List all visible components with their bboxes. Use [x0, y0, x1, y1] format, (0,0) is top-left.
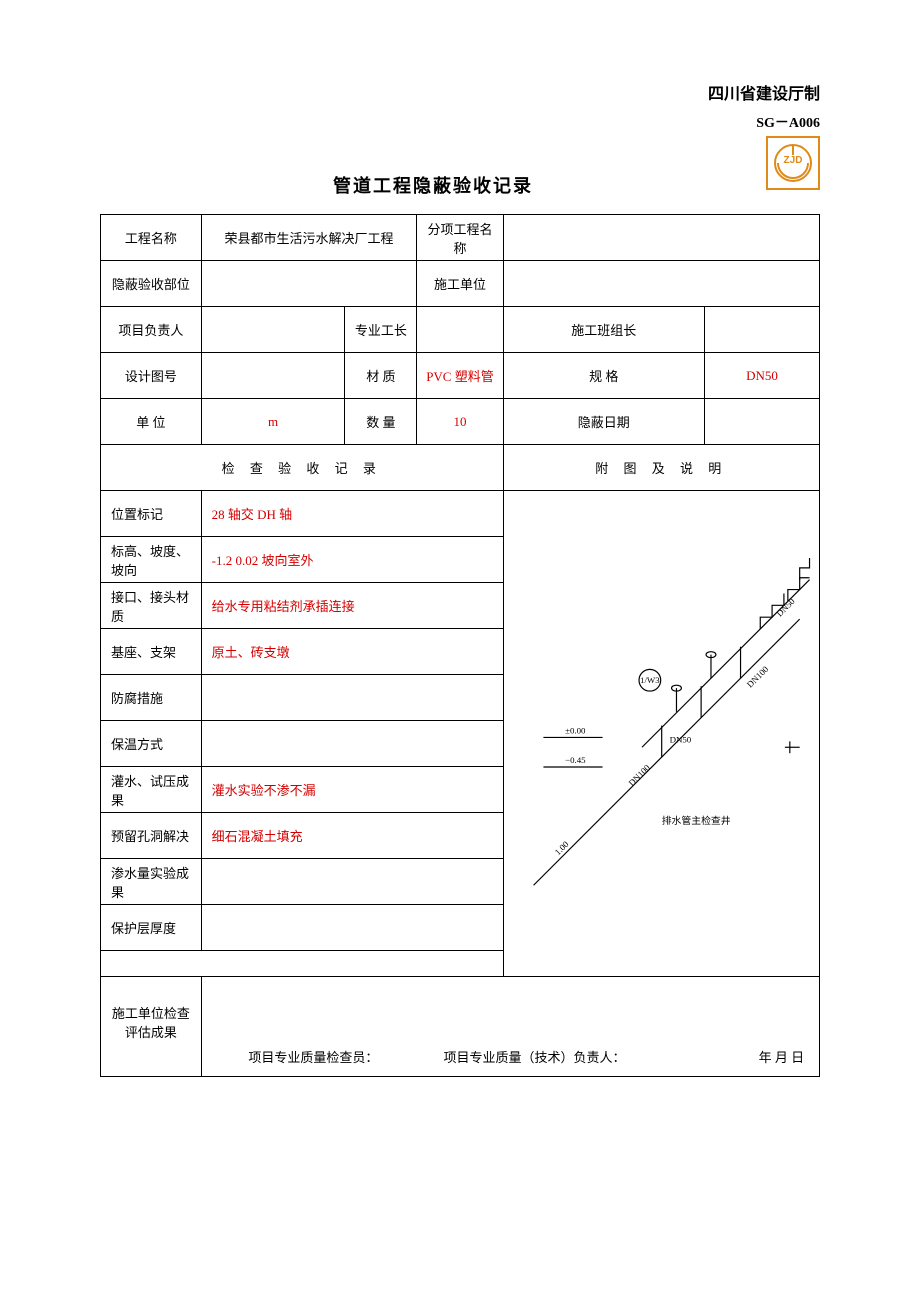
value-quantity: 10 — [417, 399, 503, 445]
value-project-name: 荣县都市生活污水解决厂工程 — [201, 215, 417, 261]
value-hole: 细石混凝土填充 — [201, 813, 503, 859]
label-eval: 施工单位检查评估成果 — [101, 977, 202, 1077]
value-construction-unit — [503, 261, 819, 307]
diagram-dn50: DN50 — [774, 596, 797, 619]
value-anticorrosion — [201, 675, 503, 721]
header-authority: 四川省建设厅制 — [100, 80, 820, 104]
value-sub-project-name — [503, 215, 819, 261]
label-conceal-date: 隐蔽日期 — [503, 399, 704, 445]
value-protection — [201, 905, 503, 951]
label-team-leader: 施工班组长 — [503, 307, 704, 353]
label-insulation: 保温方式 — [101, 721, 202, 767]
label-drawing-no: 设计图号 — [101, 353, 202, 399]
value-material: PVC 塑料管 — [417, 353, 503, 399]
value-foreman — [417, 307, 503, 353]
label-material: 材 质 — [345, 353, 417, 399]
value-position: 28 轴交 DH 轴 — [201, 491, 503, 537]
sig-tech: 项目专业质量（技术）负责人： — [413, 1047, 655, 1066]
page-title: 管道工程隐蔽验收记录 — [100, 172, 820, 198]
form-code: SG－A006 — [100, 112, 820, 132]
diagram-dn100-a: DN100 — [744, 664, 770, 690]
pipe-diagram: 1/W3 ±0.00 −0.45 DN50 DN100 DN50 DN100 1… — [504, 491, 819, 944]
diagram-node-label: 1/W3 — [640, 675, 660, 685]
value-drawing-no — [201, 353, 345, 399]
label-base: 基座、支架 — [101, 629, 202, 675]
label-project-leader: 项目负责人 — [101, 307, 202, 353]
sig-date: 年 月 日 — [659, 1047, 804, 1066]
label-diagram: 附 图 及 说 明 — [503, 445, 819, 491]
stamp-text: ZJD — [784, 155, 803, 166]
label-section: 隐蔽验收部位 — [101, 261, 202, 307]
diagram-level-bottom: −0.45 — [565, 755, 586, 765]
label-spec: 规 格 — [503, 353, 704, 399]
label-unit: 单 位 — [101, 399, 202, 445]
diagram-dn100-b: DN100 — [626, 762, 652, 788]
diagram-dn50-b: DN50 — [669, 734, 691, 744]
value-insulation — [201, 721, 503, 767]
value-seepage — [201, 859, 503, 905]
label-construction-unit: 施工单位 — [417, 261, 503, 307]
diagram-level-top: ±0.00 — [565, 725, 586, 735]
label-position: 位置标记 — [101, 491, 202, 537]
stamp: ZJD — [766, 136, 820, 190]
label-joint: 接口、接头材质 — [101, 583, 202, 629]
label-water-test: 灌水、试压成果 — [101, 767, 202, 813]
value-elevation: -1.2 0.02 坡向室外 — [201, 537, 503, 583]
label-hole: 预留孔洞解决 — [101, 813, 202, 859]
value-conceal-date — [704, 399, 819, 445]
value-joint: 给水专用粘结剂承插连接 — [201, 583, 503, 629]
value-project-leader — [201, 307, 345, 353]
label-protection: 保护层厚度 — [101, 905, 202, 951]
value-section — [201, 261, 417, 307]
value-base: 原土、砖支墩 — [201, 629, 503, 675]
label-project-name: 工程名称 — [101, 215, 202, 261]
label-sub-project-name: 分项工程名称 — [417, 215, 503, 261]
label-anticorrosion: 防腐措施 — [101, 675, 202, 721]
sig-inspector: 项目专业质量检查员： — [217, 1047, 411, 1066]
value-unit: m — [201, 399, 345, 445]
signature-row: 项目专业质量检查员： 项目专业质量（技术）负责人： 年 月 日 — [201, 977, 819, 1077]
label-elevation: 标高、坡度、坡向 — [101, 537, 202, 583]
value-spec: DN50 — [704, 353, 819, 399]
label-quantity: 数 量 — [345, 399, 417, 445]
label-foreman: 专业工长 — [345, 307, 417, 353]
value-water-test: 灌水实验不渗不漏 — [201, 767, 503, 813]
label-seepage: 渗水量实验成果 — [101, 859, 202, 905]
form-table: 工程名称 荣县都市生活污水解决厂工程 分项工程名称 隐蔽验收部位 施工单位 项目… — [100, 214, 820, 1077]
spacer-row — [101, 951, 504, 977]
diagram-cell: 1/W3 ±0.00 −0.45 DN50 DN100 DN50 DN100 1… — [503, 491, 819, 977]
value-team-leader — [704, 307, 819, 353]
diagram-slope: 1.00 — [552, 839, 570, 857]
diagram-well-label: 排水管主检查井 — [661, 814, 730, 827]
label-inspection-record: 检 查 验 收 记 录 — [101, 445, 504, 491]
